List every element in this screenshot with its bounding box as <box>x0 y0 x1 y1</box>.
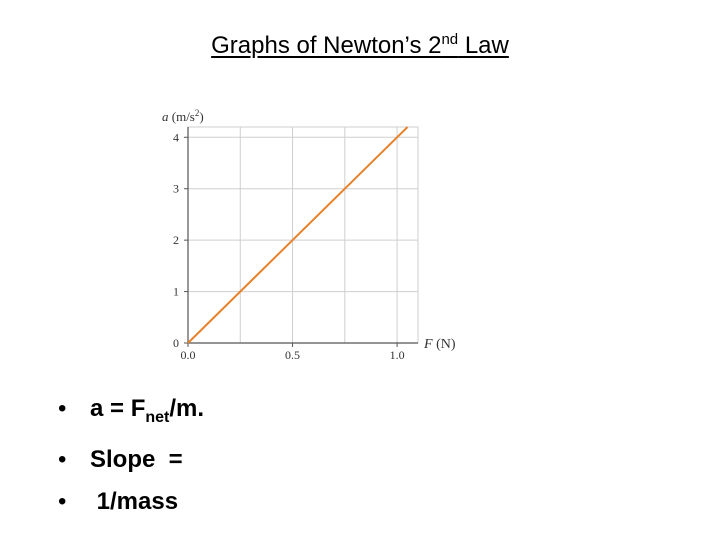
title-superscript: nd <box>441 31 459 48</box>
x-axis-label: F (N) <box>423 337 456 352</box>
bullet-formula-subscript: net <box>145 408 170 426</box>
x-tick-label: 0.5 <box>285 348 300 362</box>
chart-grid <box>187 126 419 344</box>
force-acceleration-chart: 0.0 0.5 1.0 0 1 2 3 4 a (m/s2) F (N) <box>162 108 456 362</box>
y-axis-label: a (m/s2) <box>162 108 204 124</box>
x-tick-label: 0.0 <box>181 348 196 362</box>
chart-ticks: 0.0 0.5 1.0 0 1 2 3 4 <box>173 130 405 362</box>
title-text: Graphs of Newton’s 2nd Law <box>211 31 509 59</box>
bullet-mass: 1/mass <box>58 481 204 523</box>
bullet-list: a = Fnet/m. Slope = 1/mass <box>58 388 204 523</box>
plot-frame <box>187 126 419 344</box>
y-tick-label: 4 <box>173 130 179 144</box>
bullet-slope: Slope = <box>58 439 204 481</box>
chart-series <box>187 126 409 344</box>
y-tick-label: 1 <box>173 285 179 299</box>
y-tick-label: 2 <box>173 233 179 247</box>
bullet-formula: a = Fnet/m. <box>58 388 204 439</box>
chart-axes <box>187 127 418 344</box>
data-line <box>187 126 409 344</box>
x-tick-label: 1.0 <box>390 348 405 362</box>
slide-title: Graphs of Newton’s 2nd Law <box>0 30 720 62</box>
y-tick-label: 3 <box>173 182 179 196</box>
y-tick-label: 0 <box>173 336 179 350</box>
